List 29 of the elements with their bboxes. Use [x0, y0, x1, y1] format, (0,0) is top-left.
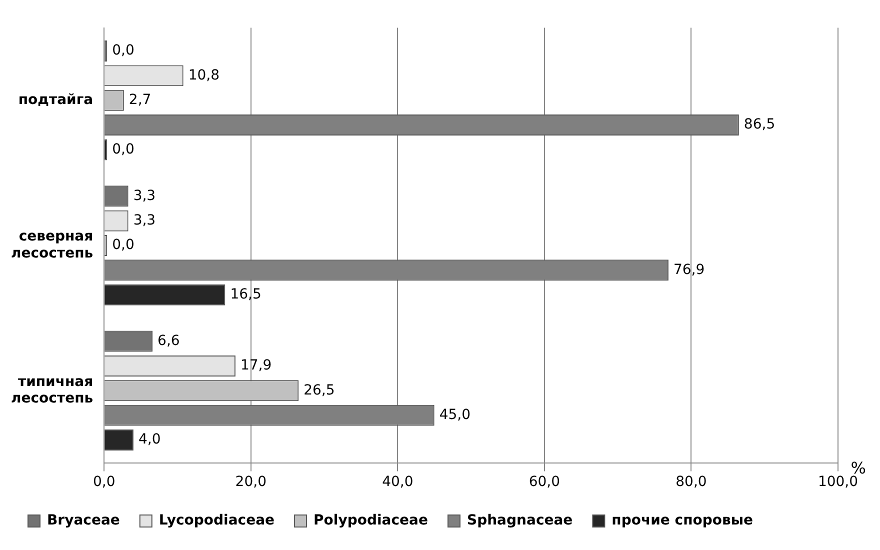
data-label: 6,6 [158, 332, 180, 349]
y-tick-label: типичная лесостепь [10, 374, 94, 407]
x-tick-label: 60,0 [528, 474, 560, 490]
x-tick-label: 20,0 [235, 474, 266, 490]
legend-label: Sphagnaceae [466, 512, 573, 529]
legend-label: Polypodiaceae [314, 512, 428, 529]
data-label: 26,5 [304, 382, 335, 398]
y-tick-label: подтайга [18, 92, 94, 108]
data-label: 76,9 [673, 262, 705, 278]
data-label: 3,3 [133, 212, 156, 228]
legend-label: Lycopodiaceae [158, 512, 275, 529]
data-label: 0,0 [112, 141, 134, 158]
x-tick-label: 0,0 [92, 474, 116, 490]
data-label: 10,8 [188, 67, 220, 84]
data-label: 0,0 [112, 42, 134, 59]
data-label: 17,9 [240, 358, 272, 374]
data-label: 2,7 [128, 92, 152, 108]
y-tick-label: северная лесостепь [10, 228, 94, 262]
x-tick-label: 100,0 [818, 474, 858, 490]
data-label: 16,5 [230, 286, 262, 302]
legend-label: прочие споровые [612, 512, 754, 529]
data-label: 4,0 [138, 432, 161, 448]
data-label: 0,0 [112, 237, 134, 254]
legend-label: Bryaceae [47, 512, 120, 529]
data-label: 3,3 [133, 188, 156, 204]
x-tick-label: 80,0 [676, 474, 707, 490]
data-label: 45,0 [439, 406, 471, 423]
data-label: 86,5 [744, 116, 776, 133]
x-tick-label: 40,0 [382, 474, 414, 490]
